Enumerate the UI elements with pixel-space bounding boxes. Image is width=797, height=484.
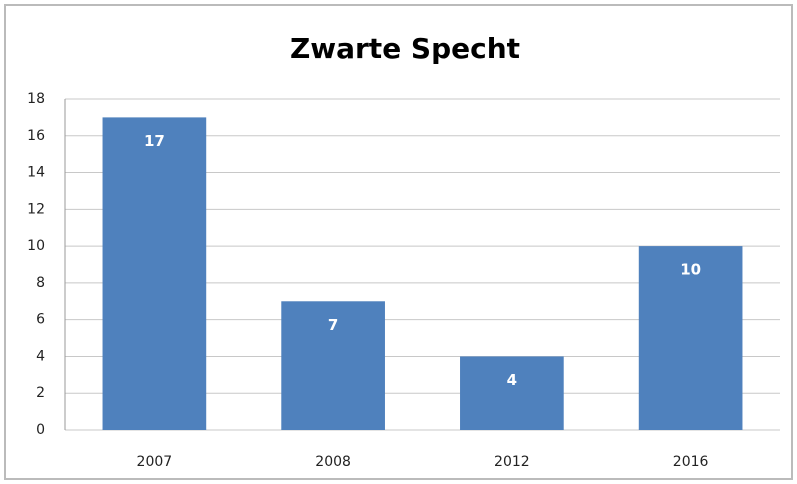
y-tick-label: 12 <box>27 201 45 217</box>
data-label: 17 <box>144 132 165 150</box>
y-tick-label: 4 <box>36 348 45 364</box>
x-tick-label: 2007 <box>137 454 173 470</box>
y-tick-label: 6 <box>36 312 45 328</box>
data-label: 7 <box>328 316 338 334</box>
bar <box>638 246 743 430</box>
y-tick-label: 2 <box>36 385 45 401</box>
bar <box>281 301 385 430</box>
y-tick-label: 8 <box>36 275 45 291</box>
y-tick-label: 10 <box>27 238 45 254</box>
data-label: 4 <box>507 371 517 389</box>
y-tick-label: 16 <box>27 128 45 144</box>
chart-title: Zwarte Specht <box>290 32 520 65</box>
bar <box>102 117 207 430</box>
bar <box>460 356 564 430</box>
x-tick-label: 2012 <box>494 454 530 470</box>
x-tick-label: 2008 <box>315 454 351 470</box>
y-tick-label: 14 <box>27 165 45 181</box>
x-tick-label: 2016 <box>673 454 709 470</box>
y-tick-label: 18 <box>27 91 45 107</box>
data-label: 10 <box>680 261 701 279</box>
y-tick-label: 0 <box>36 422 45 438</box>
